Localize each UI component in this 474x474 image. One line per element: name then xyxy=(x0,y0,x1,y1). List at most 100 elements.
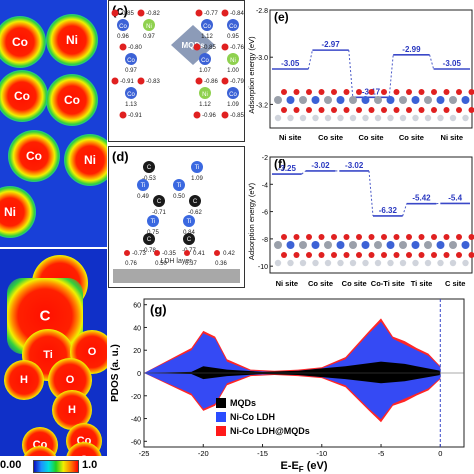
slab-atom xyxy=(287,114,294,122)
slab-atom xyxy=(424,259,432,267)
slab-atom xyxy=(368,89,375,95)
y-tick-label: -8 xyxy=(262,237,268,244)
energy-level-label: -6.32 xyxy=(379,206,398,215)
slab-atom xyxy=(299,259,307,267)
map-atom-label: O xyxy=(65,374,75,386)
charge-value: 1.07 xyxy=(199,68,211,74)
slab-atom xyxy=(436,241,445,249)
atom-o xyxy=(193,111,201,119)
atom-c xyxy=(143,233,155,245)
map-atom-label: Co xyxy=(64,93,80,107)
charge-value: 0.50 xyxy=(155,261,167,267)
slab-atom xyxy=(456,234,462,240)
slab-atom xyxy=(387,114,394,122)
atom-label: Co xyxy=(201,58,209,64)
y-tick-label: -2 xyxy=(262,155,268,162)
atom-label: Ti xyxy=(195,165,200,171)
panel-d-structure: C-0.53Ti1.09Ti0.49Ti0.50C-0.71C-0.62Ti0.… xyxy=(113,161,240,283)
slab-atom xyxy=(443,252,450,258)
charge-value: 1.00 xyxy=(227,68,239,74)
atom-ni xyxy=(143,19,155,31)
map-atom-label: Ti xyxy=(43,349,53,361)
slab-atom xyxy=(349,259,357,267)
atom-co xyxy=(199,53,211,65)
slab-atom xyxy=(374,96,382,104)
slab-atom xyxy=(331,234,337,240)
charge-value: -0.77 xyxy=(204,11,218,17)
slab-atom xyxy=(293,234,300,240)
slab-atom xyxy=(281,107,287,113)
atom-label: Ni xyxy=(230,58,236,64)
slab-atom xyxy=(456,107,462,113)
charge-value: -0.77 xyxy=(182,248,196,254)
slab-atom xyxy=(306,234,312,240)
y-tick-label: 0 xyxy=(137,371,141,378)
slab-atom xyxy=(293,107,300,113)
map-atom-label: Co xyxy=(14,89,30,103)
slab-atom xyxy=(387,259,394,267)
level-connector xyxy=(307,50,313,70)
slab-atom xyxy=(418,234,425,240)
slab-atom xyxy=(368,107,375,113)
slab-atom xyxy=(449,114,457,122)
y-tick-label: 20 xyxy=(133,348,141,355)
colorbar-min: 0.00 xyxy=(0,459,22,471)
slab-atom xyxy=(393,89,400,95)
atom-o xyxy=(221,43,229,51)
atom-label: Co xyxy=(127,92,135,98)
atom-label: Co xyxy=(203,24,211,30)
slab-atom xyxy=(393,234,400,240)
atom-label: C xyxy=(157,199,162,205)
slab-atom xyxy=(424,114,432,122)
panel-label: (e) xyxy=(274,10,289,24)
x-tick-label: 0 xyxy=(438,449,442,458)
energy-level-label: -2.97 xyxy=(321,40,340,49)
atom-label: Ti xyxy=(151,219,156,225)
slab-atom xyxy=(381,252,387,258)
slab-atom xyxy=(399,241,407,249)
site-label: Co site xyxy=(399,133,424,142)
slab-atom xyxy=(393,252,400,258)
legend-swatch xyxy=(216,426,226,436)
colorbar-gradient xyxy=(33,460,79,473)
panel-e: (e) Adsorption energy (eV) -2.8 -3.0 -3.2 -3.… xyxy=(246,0,474,145)
charge-value: -0.78 xyxy=(142,248,156,254)
density-blob xyxy=(8,130,60,182)
density-blob xyxy=(0,70,48,122)
slab-atom xyxy=(431,234,437,240)
slab-atom xyxy=(362,259,369,267)
level-connector xyxy=(429,54,435,70)
density-blob xyxy=(66,442,102,456)
atom-o xyxy=(154,250,160,256)
slab-atom xyxy=(381,107,387,113)
panel-d-label: (d) xyxy=(112,149,129,164)
slab-atom xyxy=(343,107,350,113)
charge-value: 1.09 xyxy=(191,176,203,182)
slab-atom xyxy=(399,96,407,104)
charge-value: -0.85 xyxy=(202,45,216,51)
site-label: Co site xyxy=(342,279,367,288)
plot-frame xyxy=(269,9,473,129)
legend-label: Ni-Co LDH xyxy=(230,412,275,422)
slab-atom xyxy=(386,241,395,249)
atom-o xyxy=(137,9,145,17)
slab-atom xyxy=(461,241,470,249)
charge-density-map-bottom: TiCTiOOHHCoOCoO xyxy=(0,249,107,456)
slab-atom xyxy=(418,89,425,95)
atom-ti xyxy=(191,161,203,173)
level-connector xyxy=(388,54,394,98)
slab-atom xyxy=(293,252,300,258)
site-label: Ni site xyxy=(441,133,464,142)
x-tick-label: -20 xyxy=(198,449,209,458)
atom-label: Ti xyxy=(187,219,192,225)
atom-label: Ni xyxy=(146,24,152,30)
map-atom-label: H xyxy=(68,404,76,416)
atom-label: C xyxy=(147,165,152,171)
y-tick-label: -60 xyxy=(131,439,141,446)
atom-label: C xyxy=(193,199,198,205)
charge-value: 1.09 xyxy=(227,102,239,108)
slab-atom xyxy=(406,252,412,258)
slab-atom xyxy=(406,234,412,240)
energy-level-label: -3.25 xyxy=(278,164,297,173)
atom-ni xyxy=(199,87,211,99)
